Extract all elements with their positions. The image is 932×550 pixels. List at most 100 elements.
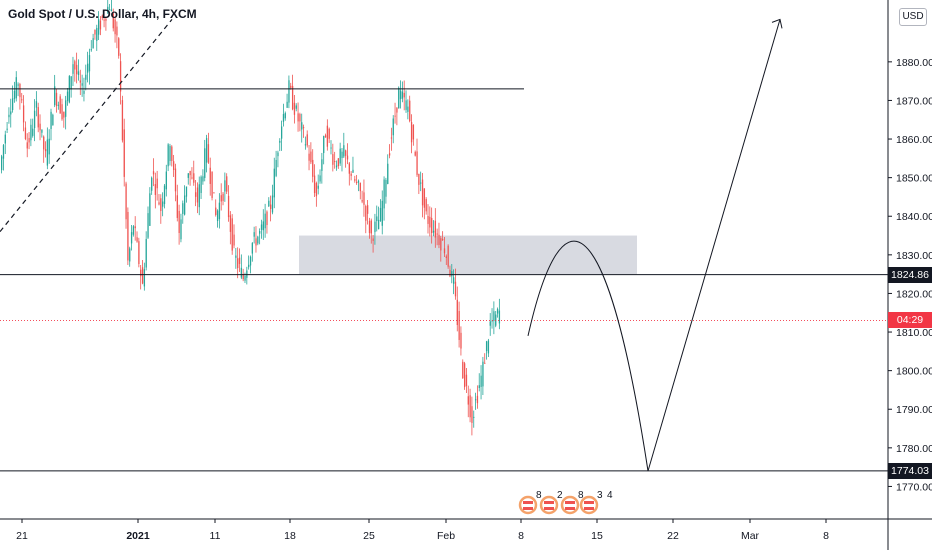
candle-body bbox=[226, 176, 228, 192]
candle-body bbox=[414, 151, 416, 156]
candle-body bbox=[474, 399, 477, 401]
candle-body bbox=[138, 241, 140, 265]
candle-body bbox=[487, 340, 490, 354]
candle-body bbox=[174, 168, 177, 192]
candle-body bbox=[323, 136, 325, 154]
candle-body bbox=[103, 19, 105, 21]
candle-body bbox=[180, 219, 182, 240]
candle-body bbox=[454, 281, 457, 297]
candle-body bbox=[233, 234, 235, 246]
candle-body bbox=[240, 267, 243, 278]
candle-body bbox=[87, 63, 89, 73]
candle-body bbox=[229, 215, 232, 232]
event-flag-icon[interactable] bbox=[579, 495, 599, 515]
candle-body bbox=[246, 270, 248, 278]
candle-body bbox=[463, 363, 466, 388]
candle-body bbox=[70, 76, 72, 90]
candle-body bbox=[498, 310, 501, 324]
candle-body bbox=[39, 123, 41, 131]
symbol-legend[interactable]: Gold Spot / U.S. Dollar, 4h, FXCM bbox=[8, 7, 197, 21]
x-tick-label: Mar bbox=[741, 530, 760, 542]
y-tick-label: 1820.00 bbox=[896, 288, 932, 300]
candle-body bbox=[26, 142, 28, 149]
candle-body bbox=[24, 127, 27, 139]
candle-body bbox=[6, 128, 8, 130]
projection-arrow-line[interactable] bbox=[647, 19, 781, 472]
candle-body bbox=[191, 177, 193, 179]
candle-body bbox=[312, 159, 314, 177]
candle-body bbox=[143, 269, 146, 287]
candle-body bbox=[52, 114, 54, 126]
candle-body bbox=[152, 171, 155, 175]
candle-body bbox=[363, 192, 365, 205]
currency-button[interactable]: USD bbox=[899, 8, 927, 26]
candle-body bbox=[105, 18, 107, 21]
event-flag-stripe bbox=[544, 507, 554, 510]
candle-body bbox=[121, 100, 124, 141]
x-tick-label: 21 bbox=[16, 530, 28, 542]
x-tick-label: 8 bbox=[823, 530, 829, 542]
candle-body bbox=[97, 19, 100, 35]
candle-body bbox=[140, 269, 142, 277]
supply-zone-rect[interactable] bbox=[299, 235, 637, 275]
x-tick-label: 22 bbox=[667, 530, 679, 542]
candle-body bbox=[149, 193, 151, 226]
candle-body bbox=[429, 216, 431, 228]
candle-body bbox=[288, 80, 290, 103]
candle-body bbox=[4, 134, 6, 144]
event-flag-icon[interactable] bbox=[539, 495, 559, 515]
candle-body bbox=[383, 179, 385, 209]
candle-body bbox=[398, 87, 400, 109]
candle-body bbox=[270, 204, 272, 209]
candle-body bbox=[15, 77, 17, 99]
countdown-price-tag: 04:29 bbox=[888, 312, 932, 329]
y-tick-label: 1780.00 bbox=[896, 443, 932, 455]
candle-body bbox=[205, 138, 208, 163]
candle-body bbox=[158, 202, 160, 205]
candle-body bbox=[151, 177, 153, 191]
candle-body bbox=[63, 111, 65, 118]
y-tick-label: 1840.00 bbox=[896, 211, 932, 223]
event-flag-icon[interactable] bbox=[560, 495, 580, 515]
candle-body bbox=[110, 9, 113, 12]
candle-body bbox=[345, 150, 347, 156]
candle-body bbox=[409, 100, 411, 122]
candle-body bbox=[315, 182, 318, 197]
candle-body bbox=[184, 195, 186, 215]
candle-body bbox=[259, 231, 261, 234]
event-count-label: 8 bbox=[578, 490, 584, 501]
candle-body bbox=[167, 144, 169, 167]
candle-body bbox=[431, 217, 433, 234]
candle-body bbox=[238, 257, 241, 264]
candle-body bbox=[165, 171, 167, 190]
event-flag-stripe bbox=[523, 507, 533, 510]
projection-curve[interactable] bbox=[527, 240, 649, 472]
event-flag-icon[interactable] bbox=[518, 495, 538, 515]
candle-body bbox=[253, 232, 255, 237]
candle-body bbox=[341, 151, 343, 159]
candle-body bbox=[394, 115, 396, 117]
event-count-label: 3 bbox=[597, 490, 603, 501]
candle-body bbox=[308, 153, 310, 161]
dashed-trendline[interactable] bbox=[0, 19, 173, 233]
candle-body bbox=[41, 129, 43, 133]
candle-body bbox=[399, 90, 402, 100]
candle-body bbox=[447, 245, 449, 267]
candle-body bbox=[376, 216, 378, 222]
candle-body bbox=[343, 145, 345, 157]
candle-body bbox=[101, 15, 103, 19]
candle-body bbox=[273, 168, 275, 198]
candle-body bbox=[405, 100, 407, 110]
candle-body bbox=[37, 107, 39, 128]
candle-body bbox=[130, 232, 133, 244]
candle-body bbox=[432, 230, 435, 233]
candle-body bbox=[458, 311, 460, 340]
candle-body bbox=[227, 195, 230, 218]
candle-body bbox=[465, 374, 468, 387]
candle-body bbox=[407, 106, 409, 112]
candle-body bbox=[48, 138, 50, 155]
candle-body bbox=[141, 267, 144, 284]
candle-body bbox=[257, 236, 259, 244]
candle-body bbox=[381, 200, 383, 226]
